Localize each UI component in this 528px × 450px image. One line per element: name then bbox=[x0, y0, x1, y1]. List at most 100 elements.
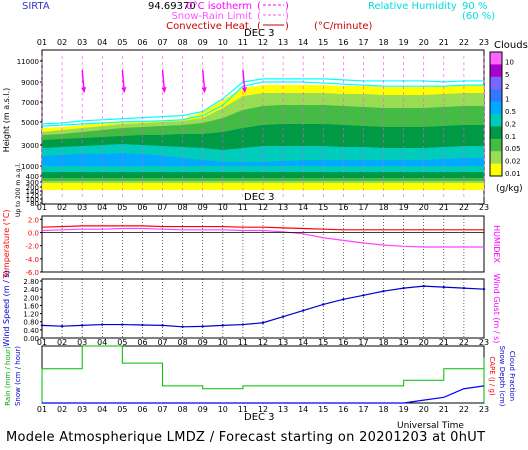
height-axis-label: Height (m a.s.l.) bbox=[2, 88, 11, 153]
height-tick-label: 1000 bbox=[21, 163, 39, 171]
middle-date-label: DEC 3 bbox=[244, 192, 275, 203]
hour-tick-label: 01 bbox=[37, 338, 47, 347]
hour-tick-label: 17 bbox=[358, 38, 368, 47]
p3-plot-area bbox=[41, 278, 485, 339]
hour-tick-label: 14 bbox=[298, 405, 308, 414]
hour-tick-label: 14 bbox=[298, 203, 308, 212]
data-point bbox=[322, 303, 325, 306]
x-axis-label: Universal Time bbox=[397, 421, 464, 430]
colorbar-level: 0.2 bbox=[505, 120, 516, 128]
hour-tick-label: 13 bbox=[278, 338, 288, 347]
data-point bbox=[121, 323, 124, 326]
legend-unit-2: (°C/minute) bbox=[314, 21, 373, 32]
y-tick-label: 0.00 bbox=[23, 335, 39, 343]
height-tick-label: 200 bbox=[26, 184, 39, 192]
hour-tick-label: 18 bbox=[378, 338, 388, 347]
station-code: 94.69370 bbox=[148, 1, 196, 12]
snow-axis-label: Snow (cm / hour) bbox=[14, 346, 22, 406]
hour-tick-label: 09 bbox=[198, 405, 208, 414]
y-tick-label: 1.20 bbox=[23, 311, 39, 319]
legend-close-2: ) bbox=[285, 21, 289, 32]
rh-level-60: (60 %) bbox=[462, 11, 495, 22]
hour-tick-label: 04 bbox=[97, 338, 107, 347]
height-tick-label: 300 bbox=[26, 179, 39, 187]
colorbar-level: 0.05 bbox=[505, 145, 521, 153]
hour-tick-label: 07 bbox=[157, 405, 167, 414]
colorbar-swatch bbox=[490, 151, 502, 165]
hour-tick-label: 11 bbox=[238, 38, 248, 47]
y-tick-label: 2.40 bbox=[23, 286, 39, 294]
data-point bbox=[362, 294, 365, 297]
hour-tick-label: 17 bbox=[358, 203, 368, 212]
height-tick-label: 9000 bbox=[21, 79, 39, 87]
hour-tick-label: 18 bbox=[378, 203, 388, 212]
hour-tick-label: 22 bbox=[459, 38, 469, 47]
hour-tick-label: 21 bbox=[439, 338, 449, 347]
data-point bbox=[281, 315, 285, 318]
legend-label-1: Snow-Rain Limit bbox=[171, 11, 252, 22]
hour-tick-label: 23 bbox=[479, 203, 489, 212]
hour-tick-label: 19 bbox=[399, 405, 409, 414]
hour-tick-label: 02 bbox=[57, 405, 67, 414]
y-tick-label: -4.0 bbox=[25, 256, 39, 264]
legend-open-0: ( bbox=[257, 1, 261, 12]
hour-tick-label: 22 bbox=[459, 203, 469, 212]
series-line-0 bbox=[41, 225, 484, 231]
y-tick-label: 0.40 bbox=[23, 327, 39, 335]
hour-tick-label: 20 bbox=[419, 405, 429, 414]
height-tick-label: 7000 bbox=[21, 99, 39, 107]
data-point bbox=[141, 323, 144, 327]
hour-tick-label: 17 bbox=[358, 338, 368, 347]
hour-tick-label: 18 bbox=[378, 405, 388, 414]
legend-open-1: ( bbox=[257, 11, 261, 22]
y-tick-label: 0.80 bbox=[23, 319, 39, 327]
cloud-layer-low bbox=[42, 183, 484, 190]
hour-tick-label: 15 bbox=[318, 405, 328, 414]
hour-tick-label: 01 bbox=[37, 38, 47, 47]
hour-tick-label: 11 bbox=[238, 405, 248, 414]
cloud-layer-0.5 bbox=[42, 153, 484, 166]
hour-tick-label: 21 bbox=[439, 38, 449, 47]
rh-60-line bbox=[41, 78, 484, 125]
meteogram: SIRTA 94.69370 0°C isotherm () Snow-Rain L… bbox=[2, 1, 528, 430]
hour-tick-label: 16 bbox=[338, 338, 348, 347]
cloud-fraction-steps bbox=[41, 345, 485, 403]
hour-tick-label: 20 bbox=[419, 338, 429, 347]
hour-tick-label: 09 bbox=[198, 38, 208, 47]
y-tick-label: 1.60 bbox=[23, 302, 39, 310]
y-tick-label: 0.0 bbox=[28, 229, 39, 237]
hour-tick-label: 01 bbox=[37, 405, 47, 414]
legend-open-2: ( bbox=[257, 21, 261, 32]
hour-tick-label: 17 bbox=[358, 405, 368, 414]
hour-tick-label: 05 bbox=[117, 203, 127, 212]
y-tick-label: 2.80 bbox=[23, 278, 39, 286]
hour-tick-label: 10 bbox=[218, 338, 228, 347]
colorbar-level: 0.02 bbox=[505, 158, 521, 166]
rh-level-90: 90 % bbox=[462, 1, 487, 12]
hour-tick-label: 05 bbox=[117, 38, 127, 47]
colorbar-level: 1 bbox=[505, 96, 509, 104]
legend-close-1: ) bbox=[285, 11, 289, 22]
hour-tick-label: 22 bbox=[459, 338, 469, 347]
hour-tick-label: 13 bbox=[278, 203, 288, 212]
wind-arrow-head bbox=[241, 87, 247, 93]
hour-tick-label: 06 bbox=[137, 405, 147, 414]
hour-tick-label: 19 bbox=[399, 38, 409, 47]
hour-tick-label: 12 bbox=[258, 338, 268, 347]
cape-axis-label: CAPE (J / g) bbox=[488, 356, 496, 396]
hour-tick-label: 18 bbox=[378, 38, 388, 47]
hour-tick-label: 20 bbox=[419, 203, 429, 212]
hour-tick-label: 04 bbox=[97, 405, 107, 414]
data-point bbox=[462, 286, 466, 290]
wind-arrow-head bbox=[201, 87, 207, 93]
rain-plot-area bbox=[41, 345, 485, 404]
data-point bbox=[342, 298, 345, 301]
hour-tick-label: 21 bbox=[439, 203, 449, 212]
height-tick-label: 5000 bbox=[21, 119, 39, 127]
hour-tick-label: 03 bbox=[77, 38, 87, 47]
right-axis-label: Wind Gust (m / s) bbox=[492, 274, 501, 344]
hour-tick-label: 04 bbox=[97, 203, 107, 212]
y-tick-label: -2.0 bbox=[25, 243, 39, 251]
hour-tick-label: 10 bbox=[218, 38, 228, 47]
right-axis-label: HUMIDEX bbox=[492, 225, 501, 263]
